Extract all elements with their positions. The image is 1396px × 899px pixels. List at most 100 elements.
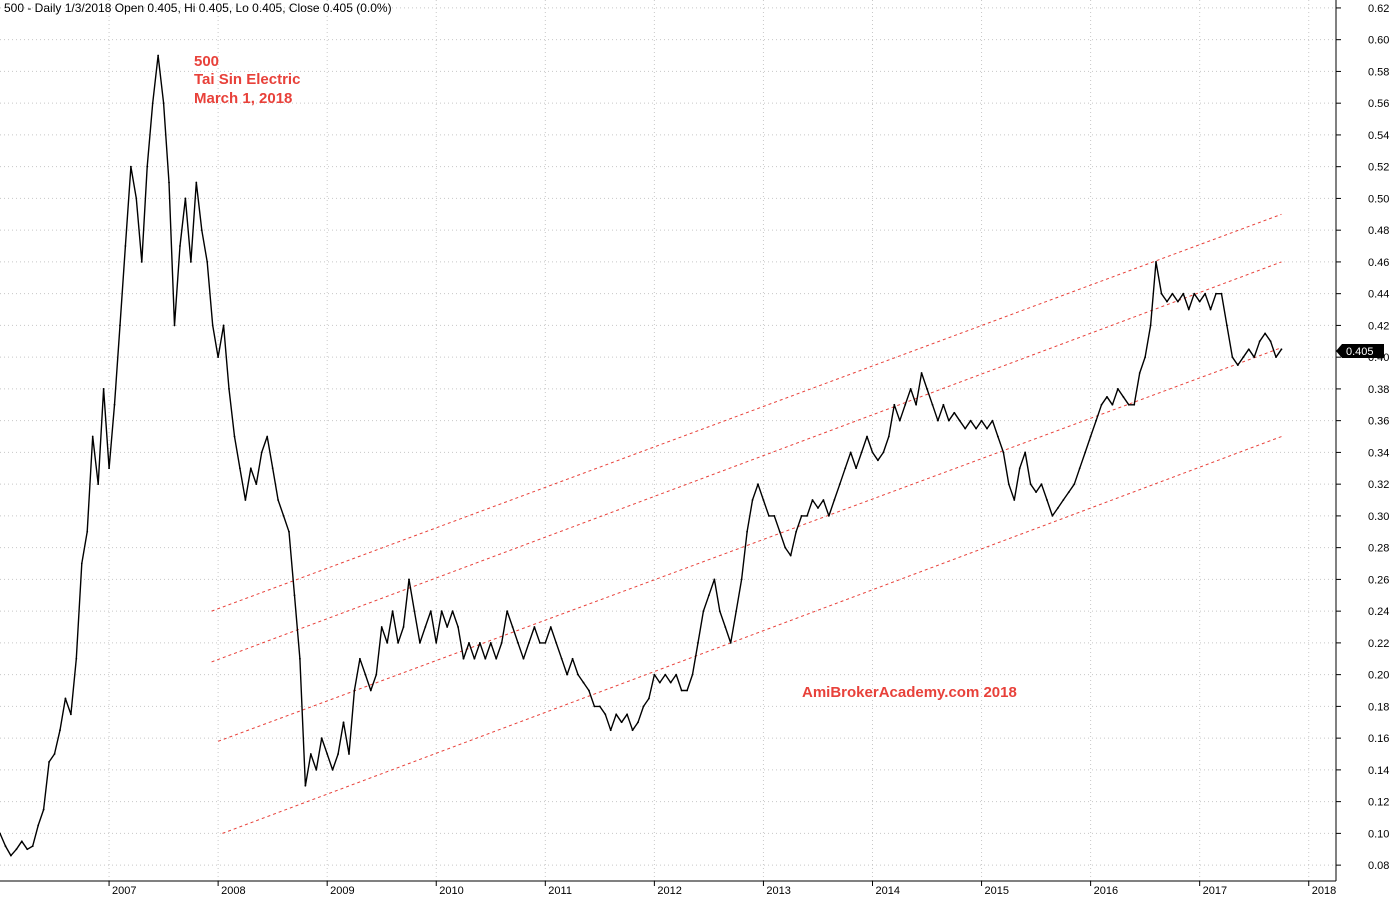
price-point	[898, 419, 901, 422]
channel-line	[211, 213, 1282, 612]
y-tick-label: 0.30	[1368, 511, 1389, 523]
price-point	[353, 689, 356, 692]
price-point	[102, 388, 105, 390]
price-point	[184, 197, 187, 200]
price-line	[0, 54, 1283, 857]
price-point	[364, 673, 367, 676]
price-point	[1024, 451, 1027, 454]
price-point	[937, 419, 939, 422]
price-point	[664, 673, 667, 676]
price-point	[1062, 499, 1065, 501]
price-point	[615, 713, 618, 716]
price-point	[593, 705, 596, 708]
channel-line	[222, 436, 1282, 834]
price-point	[462, 657, 465, 660]
y-tick-label: 0.56	[1368, 98, 1389, 110]
price-point	[1116, 388, 1119, 390]
price-point	[42, 808, 45, 811]
price-point	[947, 419, 950, 422]
x-tick-label: 2007	[112, 885, 136, 897]
price-point	[1100, 403, 1103, 406]
price-point	[555, 641, 558, 644]
y-tick-label: 0.38	[1368, 384, 1389, 396]
price-point	[806, 515, 808, 517]
price-point	[800, 515, 803, 517]
price-point	[517, 641, 519, 644]
price-point	[1258, 340, 1261, 343]
price-point	[195, 181, 198, 184]
price-point	[1046, 499, 1048, 501]
price-point	[686, 689, 688, 692]
price-point	[1127, 403, 1130, 406]
price-point	[293, 594, 296, 597]
price-point	[10, 854, 12, 857]
price-point	[37, 824, 40, 827]
price-point	[1149, 324, 1152, 327]
price-point	[1095, 419, 1097, 422]
price-point	[926, 388, 928, 390]
x-tick-label: 2010	[439, 885, 463, 897]
price-point	[544, 641, 547, 644]
price-point	[751, 499, 754, 501]
price-point	[15, 848, 18, 851]
price-point	[648, 697, 650, 700]
price-point	[1056, 507, 1059, 509]
price-point	[162, 102, 165, 105]
price-point	[435, 641, 438, 644]
last-price-badge	[1336, 344, 1384, 358]
price-point	[1029, 483, 1032, 486]
price-point	[882, 451, 885, 454]
price-point	[1013, 499, 1016, 501]
price-point	[86, 530, 89, 533]
price-point	[129, 165, 132, 168]
price-point	[997, 435, 999, 438]
price-point	[1166, 300, 1168, 303]
price-point	[222, 324, 225, 327]
price-point	[359, 657, 361, 660]
price-point	[244, 499, 247, 501]
price-point	[511, 626, 514, 628]
price-point	[877, 459, 879, 462]
price-point	[702, 610, 705, 613]
price-point	[958, 419, 961, 422]
price-point	[855, 467, 858, 470]
price-point	[451, 610, 454, 613]
price-point	[484, 657, 487, 660]
price-point	[1084, 451, 1087, 454]
price-point	[1204, 292, 1207, 295]
price-point	[408, 578, 410, 581]
y-axis-ticks: 0.08 0.10 0.12 0.14 0.16 0.18 0.20 0.22 0.24 0.26…	[1336, 3, 1389, 872]
price-point	[528, 641, 530, 644]
price-point	[904, 403, 907, 406]
price-point	[729, 641, 732, 644]
y-tick-label: 0.46	[1368, 257, 1389, 269]
price-point	[0, 832, 1, 835]
x-tick-label: 2017	[1203, 885, 1227, 897]
price-point	[767, 515, 770, 517]
price-point	[838, 483, 841, 486]
price-series	[0, 54, 1283, 857]
price-point	[146, 165, 149, 168]
price-point	[669, 681, 672, 684]
price-point	[249, 467, 252, 470]
price-point	[588, 689, 590, 692]
price-point	[538, 641, 541, 644]
price-point	[817, 507, 819, 509]
channel-line	[211, 261, 1282, 663]
y-tick-label: 0.36	[1368, 416, 1389, 428]
price-point	[179, 245, 181, 247]
price-point	[986, 427, 988, 430]
x-tick-label: 2014	[875, 885, 899, 897]
y-tick-label: 0.34	[1368, 447, 1389, 459]
price-point	[135, 197, 138, 200]
price-point	[424, 626, 427, 628]
price-point	[1209, 308, 1212, 311]
price-point	[1078, 467, 1081, 470]
x-tick-label: 2008	[221, 885, 245, 897]
price-point	[233, 435, 236, 438]
price-point	[909, 388, 912, 390]
price-point	[375, 673, 378, 676]
price-point	[833, 499, 836, 501]
price-point	[773, 515, 776, 517]
price-point	[1133, 403, 1136, 406]
